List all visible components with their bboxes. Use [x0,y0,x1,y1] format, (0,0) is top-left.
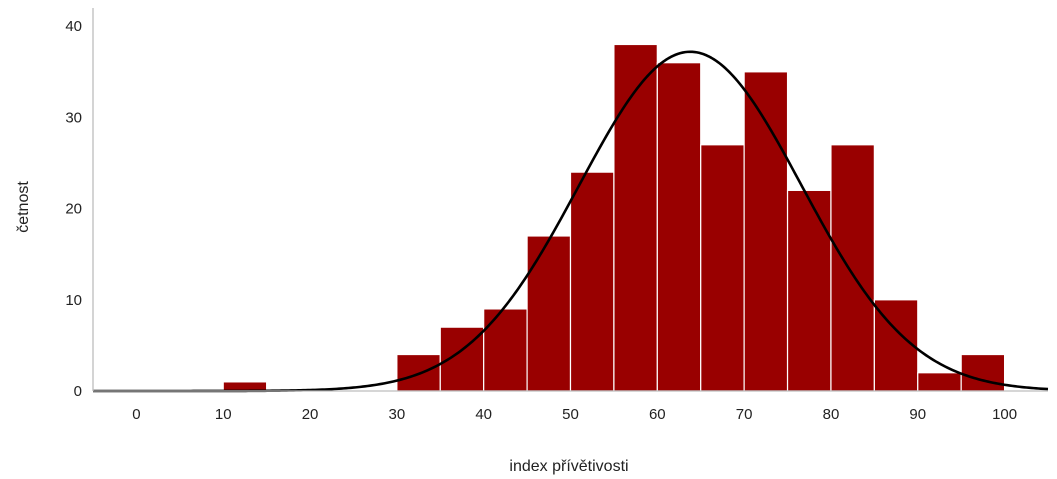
x-axis-title: index přívětivosti [509,458,628,475]
histogram-bar [569,171,615,392]
y-tick-label: 40 [65,18,82,35]
histogram-bar [526,235,572,392]
y-tick-label: 0 [74,383,82,400]
x-tick-label: 90 [909,406,926,423]
histogram-bar [786,189,832,392]
histogram-bar [960,353,1006,392]
x-tick-label: 0 [132,406,140,423]
labels-layer: 0 10 20 30 40 50 60 70 80 90 100 0 10 20 30 40 [65,18,1017,423]
y-axis-title: četnost [15,181,32,233]
histogram-bar [656,62,702,392]
x-tick-label: 20 [302,406,319,423]
x-tick-label: 50 [562,406,579,423]
y-tick-label: 30 [65,109,82,126]
x-tick-label: 40 [475,406,492,423]
x-tick-label: 60 [649,406,666,423]
x-tick-label: 100 [992,406,1017,423]
x-tick-label: 80 [823,406,840,423]
x-tick-label: 10 [215,406,232,423]
histogram-bar [613,43,658,392]
axes-layer [92,8,1048,392]
bars-layer [222,43,1006,392]
x-tick-label: 30 [389,406,406,423]
histogram-bar [917,372,962,392]
histogram-bar [700,144,745,392]
histogram-bar [830,144,875,392]
histogram-bar [483,308,528,392]
y-tick-label: 10 [65,292,82,309]
y-tick-label: 20 [65,201,82,218]
x-tick-label: 70 [736,406,753,423]
